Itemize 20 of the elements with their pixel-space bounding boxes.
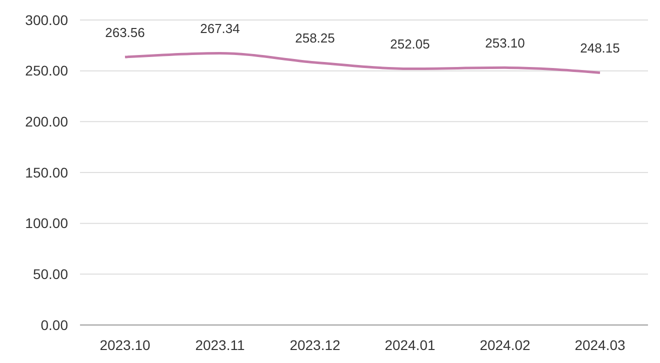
data-label: 258.25 — [295, 30, 335, 46]
y-tick-label: 150.00 — [25, 164, 68, 180]
data-label: 248.15 — [580, 40, 620, 56]
x-tick-label: 2023.10 — [100, 337, 151, 353]
line-series — [124, 52, 602, 74]
y-tick-label: 300.00 — [25, 12, 68, 28]
x-tick-label: 2023.12 — [290, 337, 341, 353]
y-tick-label: 200.00 — [25, 114, 68, 130]
x-tick-label: 2024.03 — [574, 337, 626, 353]
data-label: 267.34 — [200, 21, 240, 36]
data-label: 253.10 — [485, 36, 525, 51]
y-tick-label: 0.00 — [40, 316, 68, 333]
data-label: 252.05 — [390, 36, 430, 52]
y-tick-label: 100.00 — [25, 215, 68, 232]
x-tick-label: 2024.01 — [384, 337, 436, 353]
data-label: 263.56 — [105, 25, 145, 40]
y-tick-label: 250.00 — [25, 62, 68, 79]
x-tick-label: 2023.11 — [195, 337, 245, 353]
y-tick-label: 50.00 — [32, 266, 68, 282]
x-tick-label: 2024.02 — [480, 337, 531, 353]
